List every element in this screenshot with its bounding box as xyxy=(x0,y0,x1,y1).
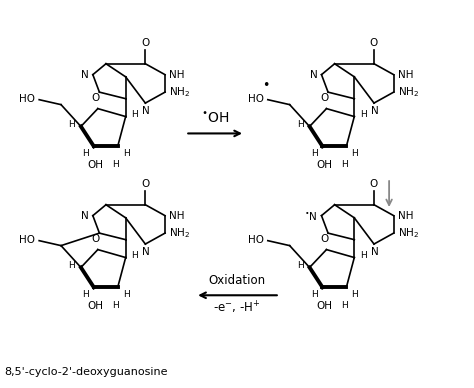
Text: O: O xyxy=(370,179,378,189)
Text: H: H xyxy=(123,290,129,299)
Text: H: H xyxy=(82,290,89,299)
Text: $^{\bullet}$OH: $^{\bullet}$OH xyxy=(201,112,229,126)
Text: N: N xyxy=(143,247,150,257)
Text: N: N xyxy=(371,106,379,116)
Text: HO: HO xyxy=(19,94,35,104)
Text: H: H xyxy=(82,149,89,158)
Text: OH: OH xyxy=(88,160,104,170)
Text: O: O xyxy=(320,234,328,244)
Text: H: H xyxy=(132,251,138,260)
Text: NH: NH xyxy=(169,70,184,80)
Text: H: H xyxy=(360,110,367,119)
Text: O: O xyxy=(91,93,100,103)
Text: N: N xyxy=(81,211,89,221)
Text: HO: HO xyxy=(248,94,264,104)
Text: OH: OH xyxy=(88,301,104,311)
Text: H: H xyxy=(68,261,75,270)
Text: O: O xyxy=(141,38,149,48)
Text: NH: NH xyxy=(169,211,184,221)
Text: N: N xyxy=(371,247,379,257)
Text: H: H xyxy=(132,110,138,119)
Text: NH: NH xyxy=(398,211,413,221)
Text: H: H xyxy=(123,149,129,158)
Text: H: H xyxy=(341,301,348,310)
Text: NH$_2$: NH$_2$ xyxy=(169,226,190,240)
Text: H: H xyxy=(112,160,119,169)
Text: H: H xyxy=(297,261,304,270)
Text: H: H xyxy=(297,120,304,129)
Text: $^{\bullet}$N: $^{\bullet}$N xyxy=(304,210,318,222)
Text: HO: HO xyxy=(248,235,264,245)
Text: N: N xyxy=(81,70,89,80)
Text: OH: OH xyxy=(317,160,332,170)
Text: H: H xyxy=(341,160,348,169)
Text: HO: HO xyxy=(19,235,35,245)
Text: O: O xyxy=(141,179,149,189)
Text: N: N xyxy=(310,70,318,80)
Text: O: O xyxy=(370,38,378,48)
Text: NH$_2$: NH$_2$ xyxy=(398,226,419,240)
Text: •: • xyxy=(262,79,270,92)
Text: -e$^{-}$, -H$^{+}$: -e$^{-}$, -H$^{+}$ xyxy=(213,299,261,315)
Text: 8,5'-cyclo-2'-deoxyguanosine: 8,5'-cyclo-2'-deoxyguanosine xyxy=(4,367,168,377)
Text: H: H xyxy=(360,251,367,260)
Text: H: H xyxy=(112,301,119,310)
Text: NH: NH xyxy=(398,70,413,80)
Text: O: O xyxy=(91,234,100,244)
Text: H: H xyxy=(351,290,358,299)
Text: H: H xyxy=(68,120,75,129)
Text: O: O xyxy=(320,93,328,103)
Text: H: H xyxy=(311,149,318,158)
Text: NH$_2$: NH$_2$ xyxy=(398,85,419,99)
Text: NH$_2$: NH$_2$ xyxy=(169,85,190,99)
Text: OH: OH xyxy=(317,301,332,311)
Text: N: N xyxy=(143,106,150,116)
Text: H: H xyxy=(351,149,358,158)
Text: H: H xyxy=(311,290,318,299)
Text: Oxidation: Oxidation xyxy=(209,274,265,288)
